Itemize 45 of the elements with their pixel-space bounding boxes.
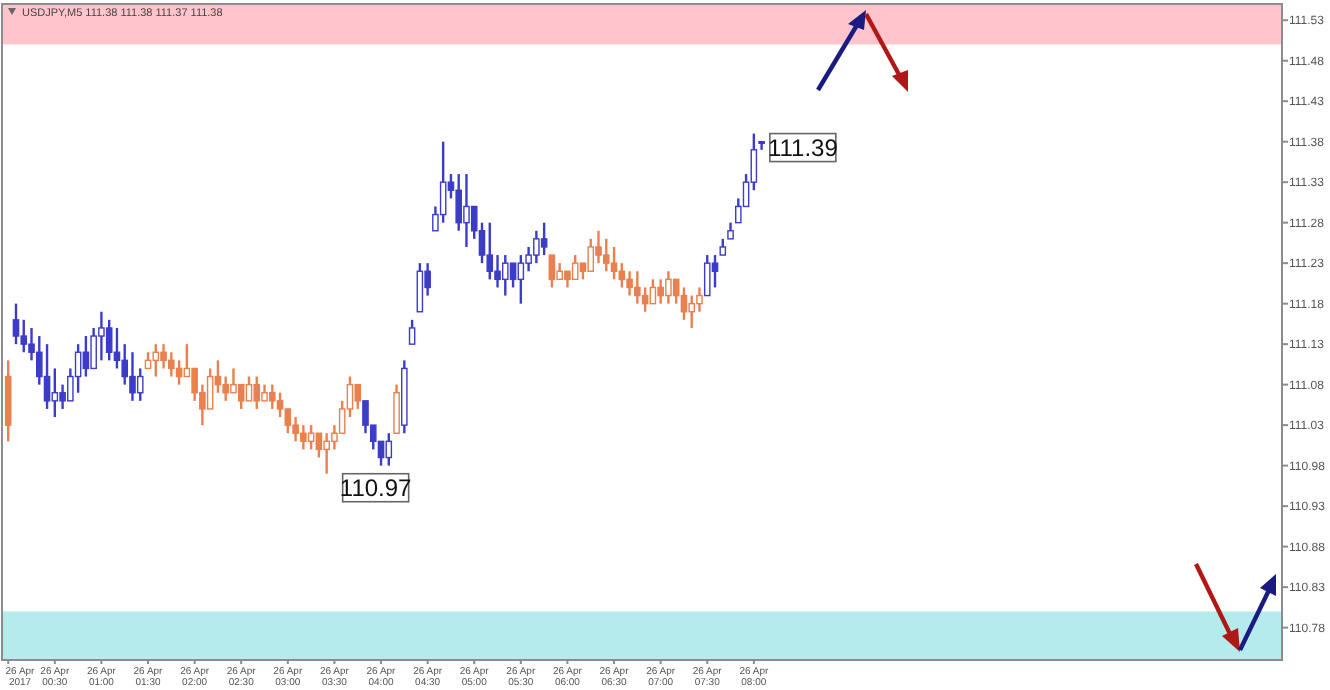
candlestick bbox=[533, 229, 540, 265]
candlestick bbox=[245, 375, 253, 403]
candlestick bbox=[105, 318, 113, 362]
candlestick bbox=[136, 367, 144, 403]
candlestick bbox=[688, 294, 696, 330]
candlestick bbox=[703, 253, 711, 297]
candlestick bbox=[610, 245, 618, 281]
candlestick bbox=[711, 253, 719, 289]
candlestick bbox=[354, 383, 362, 411]
candlestick bbox=[502, 253, 509, 297]
candlestick bbox=[571, 253, 579, 281]
candlestick bbox=[323, 432, 330, 475]
candlestick bbox=[237, 383, 245, 411]
candlestick bbox=[168, 351, 175, 378]
candlestick bbox=[408, 318, 416, 346]
candlestick bbox=[540, 221, 548, 257]
candlestick bbox=[548, 253, 556, 289]
candlestick bbox=[12, 302, 20, 346]
candlestick bbox=[160, 342, 167, 370]
candlestick bbox=[51, 367, 59, 419]
candlestick bbox=[230, 367, 237, 394]
candlestick bbox=[152, 342, 160, 378]
candlestick bbox=[626, 270, 633, 297]
candlestick bbox=[602, 237, 610, 273]
candlestick bbox=[439, 140, 447, 224]
candlestick bbox=[362, 399, 369, 435]
candlestick bbox=[292, 415, 299, 443]
candlestick bbox=[665, 270, 672, 305]
candlestick bbox=[43, 342, 51, 411]
candlestick bbox=[486, 221, 494, 281]
candlestick bbox=[634, 270, 641, 305]
candlestick bbox=[463, 172, 470, 249]
candlestick bbox=[253, 375, 261, 411]
candlestick bbox=[657, 278, 664, 305]
candlestick bbox=[98, 310, 105, 362]
candlestick bbox=[595, 229, 602, 265]
candlestick bbox=[300, 423, 307, 451]
candlestick bbox=[587, 237, 595, 273]
candlestick bbox=[268, 383, 276, 411]
candlestick bbox=[509, 261, 517, 289]
candlestick bbox=[129, 351, 136, 403]
candlestick bbox=[276, 391, 284, 419]
candlestick bbox=[517, 253, 525, 305]
candlestick bbox=[59, 383, 66, 411]
candlestick bbox=[284, 407, 292, 435]
